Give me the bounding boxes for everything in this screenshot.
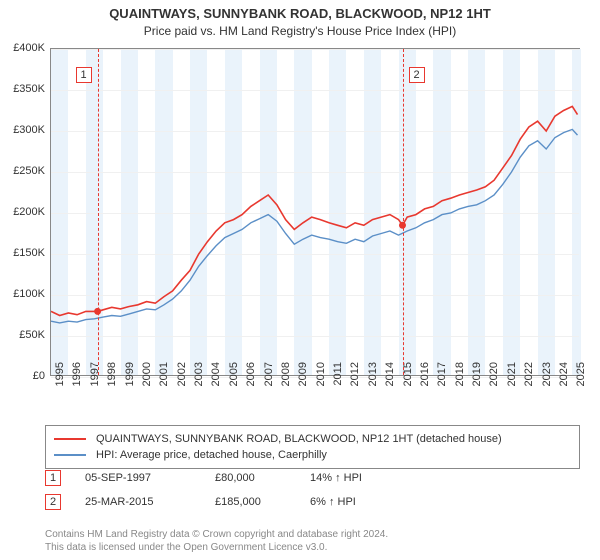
y-axis-tick: £250K xyxy=(13,165,45,177)
marker-date-1: 05-SEP-1997 xyxy=(85,472,215,484)
x-axis-tick: 2005 xyxy=(228,362,240,398)
x-axis-tick: 2018 xyxy=(454,362,466,398)
legend-label-2: HPI: Average price, detached house, Caer… xyxy=(96,449,327,461)
attribution-text: Contains HM Land Registry data © Crown c… xyxy=(45,528,388,554)
x-axis-tick: 2014 xyxy=(384,362,396,398)
x-axis-tick: 2010 xyxy=(315,362,327,398)
y-axis-tick: £150K xyxy=(13,247,45,259)
x-axis-tick: 2022 xyxy=(523,362,535,398)
y-axis-tick: £0 xyxy=(33,370,45,382)
x-axis-tick: 2003 xyxy=(193,362,205,398)
marker-pct-2: 6% ↑ HPI xyxy=(310,496,430,508)
chart-subtitle: Price paid vs. HM Land Registry's House … xyxy=(0,21,600,38)
legend: QUAINTWAYS, SUNNYBANK ROAD, BLACKWOOD, N… xyxy=(45,425,580,469)
x-axis-tick: 2004 xyxy=(210,362,222,398)
y-axis-tick: £200K xyxy=(13,206,45,218)
x-axis-tick: 2023 xyxy=(541,362,553,398)
series-hpi xyxy=(51,129,578,323)
x-axis-tick: 2025 xyxy=(575,362,587,398)
legend-row-series2: HPI: Average price, detached house, Caer… xyxy=(54,447,571,463)
legend-row-series1: QUAINTWAYS, SUNNYBANK ROAD, BLACKWOOD, N… xyxy=(54,431,571,447)
y-axis-tick: £300K xyxy=(13,124,45,136)
x-axis-tick: 2024 xyxy=(558,362,570,398)
marker-detail-row-2: 2 25-MAR-2015 £185,000 6% ↑ HPI xyxy=(45,494,590,510)
marker-line-1 xyxy=(98,49,99,375)
marker-date-2: 25-MAR-2015 xyxy=(85,496,215,508)
y-axis-tick: £350K xyxy=(13,83,45,95)
x-axis-tick: 2008 xyxy=(280,362,292,398)
x-axis-tick: 2013 xyxy=(367,362,379,398)
x-axis-tick: 2000 xyxy=(141,362,153,398)
x-axis-tick: 2021 xyxy=(506,362,518,398)
legend-label-1: QUAINTWAYS, SUNNYBANK ROAD, BLACKWOOD, N… xyxy=(96,433,502,445)
legend-swatch-1 xyxy=(54,438,86,440)
x-axis-tick: 2016 xyxy=(419,362,431,398)
x-axis-tick: 2011 xyxy=(332,362,344,398)
chart-container: QUAINTWAYS, SUNNYBANK ROAD, BLACKWOOD, N… xyxy=(0,0,600,560)
x-axis-tick: 2002 xyxy=(176,362,188,398)
x-axis-tick: 2020 xyxy=(488,362,500,398)
chart-marker-badge-2: 2 xyxy=(409,67,425,83)
plot-area: 12 xyxy=(50,48,580,376)
x-axis-tick: 1996 xyxy=(71,362,83,398)
x-axis-tick: 2009 xyxy=(297,362,309,398)
legend-swatch-2 xyxy=(54,454,86,456)
marker-price-2: £185,000 xyxy=(215,496,310,508)
x-axis-tick: 2007 xyxy=(263,362,275,398)
y-axis-tick: £400K xyxy=(13,42,45,54)
chart-title: QUAINTWAYS, SUNNYBANK ROAD, BLACKWOOD, N… xyxy=(0,0,600,21)
marker-detail-row-1: 1 05-SEP-1997 £80,000 14% ↑ HPI xyxy=(45,470,590,486)
marker-line-2 xyxy=(403,49,404,375)
line-chart-svg xyxy=(51,49,581,377)
chart-marker-badge-1: 1 xyxy=(76,67,92,83)
x-axis-tick: 2001 xyxy=(158,362,170,398)
x-axis-tick: 2012 xyxy=(349,362,361,398)
x-axis-tick: 1999 xyxy=(124,362,136,398)
x-axis-tick: 1995 xyxy=(54,362,66,398)
marker-price-1: £80,000 xyxy=(215,472,310,484)
marker-pct-1: 14% ↑ HPI xyxy=(310,472,430,484)
marker-badge-2: 2 xyxy=(45,494,61,510)
x-axis-tick: 2017 xyxy=(436,362,448,398)
y-axis-tick: £100K xyxy=(13,288,45,300)
x-axis-tick: 2006 xyxy=(245,362,257,398)
y-axis-tick: £50K xyxy=(19,329,45,341)
x-axis-tick: 2019 xyxy=(471,362,483,398)
marker-badge-1: 1 xyxy=(45,470,61,486)
x-axis-tick: 1997 xyxy=(89,362,101,398)
series-price_paid xyxy=(51,106,578,315)
x-axis-tick: 1998 xyxy=(106,362,118,398)
